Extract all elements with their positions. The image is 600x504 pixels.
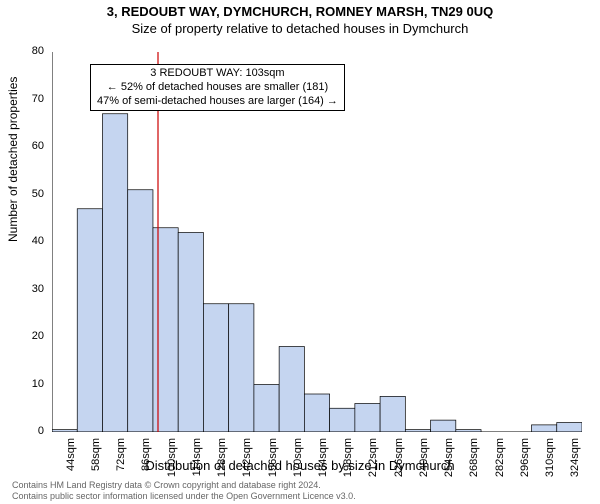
page-subtitle: Size of property relative to detached ho… [0, 21, 600, 36]
y-tick-label: 20 [4, 330, 44, 342]
footer-attribution: Contains HM Land Registry data © Crown c… [12, 480, 356, 502]
annotation-line3: 47% of semi-detached houses are larger (… [97, 95, 338, 109]
footer-line1: Contains HM Land Registry data © Crown c… [12, 480, 356, 491]
y-tick-label: 10 [4, 378, 44, 390]
y-tick-label: 60 [4, 140, 44, 152]
x-axis-label: Distribution of detached houses by size … [0, 458, 600, 473]
y-tick-label: 50 [4, 188, 44, 200]
annotation-line1: 3 REDOUBT WAY: 103sqm [97, 67, 338, 81]
y-tick-label: 40 [4, 235, 44, 247]
y-tick-label: 0 [4, 425, 44, 437]
footer-line2: Contains public sector information licen… [12, 491, 356, 502]
y-tick-label: 80 [4, 45, 44, 57]
annotation-line2: ← 52% of detached houses are smaller (18… [97, 81, 338, 95]
y-tick-label: 70 [4, 93, 44, 105]
page-title: 3, REDOUBT WAY, DYMCHURCH, ROMNEY MARSH,… [0, 4, 600, 19]
annotation-box: 3 REDOUBT WAY: 103sqm ← 52% of detached … [90, 64, 345, 111]
y-tick-label: 30 [4, 283, 44, 295]
